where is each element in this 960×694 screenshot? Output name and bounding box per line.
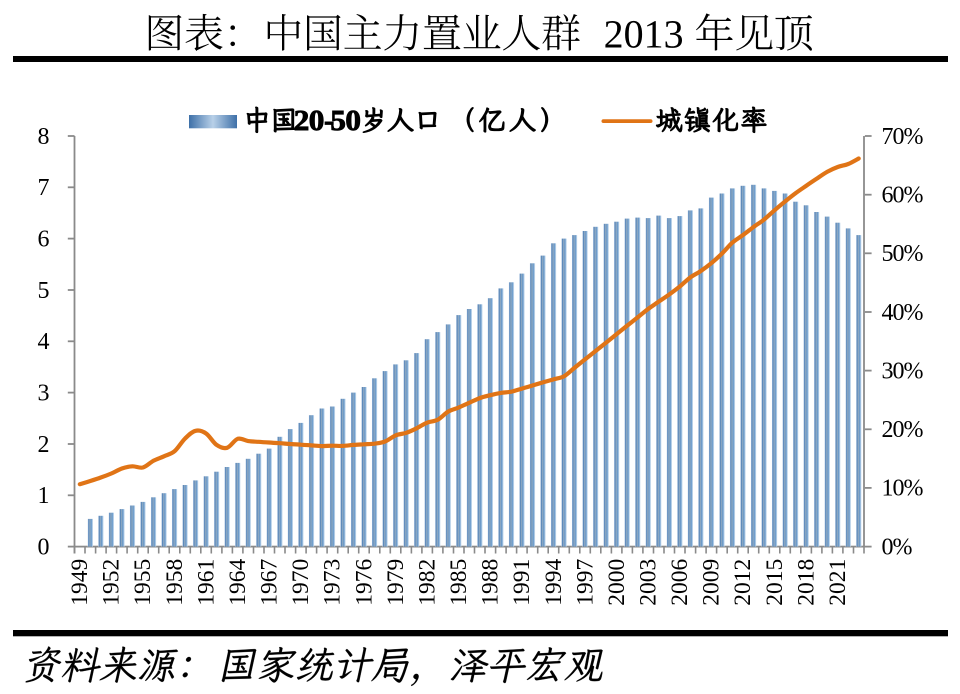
svg-text:6: 6	[38, 226, 50, 252]
svg-text:1994: 1994	[541, 559, 567, 606]
svg-text:2: 2	[38, 432, 49, 458]
svg-text:50%: 50%	[882, 241, 924, 267]
svg-text:1964: 1964	[225, 559, 251, 606]
svg-text:20%: 20%	[882, 417, 924, 443]
svg-text:30%: 30%	[882, 358, 924, 384]
svg-text:1982: 1982	[414, 559, 440, 606]
svg-text:70%: 70%	[882, 124, 924, 150]
svg-text:1961: 1961	[193, 559, 219, 606]
svg-text:3: 3	[38, 380, 50, 406]
svg-text:1955: 1955	[130, 559, 156, 606]
svg-text:2009: 2009	[699, 559, 725, 606]
svg-text:2000: 2000	[604, 559, 630, 606]
svg-text:7: 7	[38, 175, 50, 201]
svg-text:1952: 1952	[99, 559, 125, 606]
svg-text:8: 8	[38, 124, 50, 150]
svg-text:1976: 1976	[351, 559, 377, 606]
svg-text:1958: 1958	[162, 559, 188, 606]
svg-text:1949: 1949	[67, 559, 93, 606]
svg-text:1967: 1967	[257, 559, 283, 606]
svg-text:40%: 40%	[882, 300, 924, 326]
svg-text:1997: 1997	[572, 559, 598, 606]
svg-text:2012: 2012	[730, 559, 756, 606]
svg-text:5: 5	[38, 278, 50, 304]
svg-text:0%: 0%	[882, 534, 913, 560]
svg-text:1970: 1970	[288, 559, 314, 606]
svg-text:2006: 2006	[667, 559, 693, 606]
svg-text:10%: 10%	[882, 476, 924, 502]
svg-text:1: 1	[38, 483, 49, 509]
svg-text:1985: 1985	[446, 559, 472, 606]
svg-text:1991: 1991	[509, 559, 535, 606]
svg-text:2018: 2018	[793, 559, 819, 606]
svg-text:60%: 60%	[882, 183, 924, 209]
svg-text:2015: 2015	[762, 559, 788, 606]
svg-text:1973: 1973	[320, 559, 346, 606]
svg-text:4: 4	[38, 329, 50, 355]
svg-text:1979: 1979	[383, 559, 409, 606]
svg-text:1988: 1988	[478, 559, 504, 606]
svg-text:0: 0	[38, 534, 50, 560]
svg-text:2003: 2003	[636, 559, 662, 606]
svg-text:2021: 2021	[825, 559, 851, 606]
